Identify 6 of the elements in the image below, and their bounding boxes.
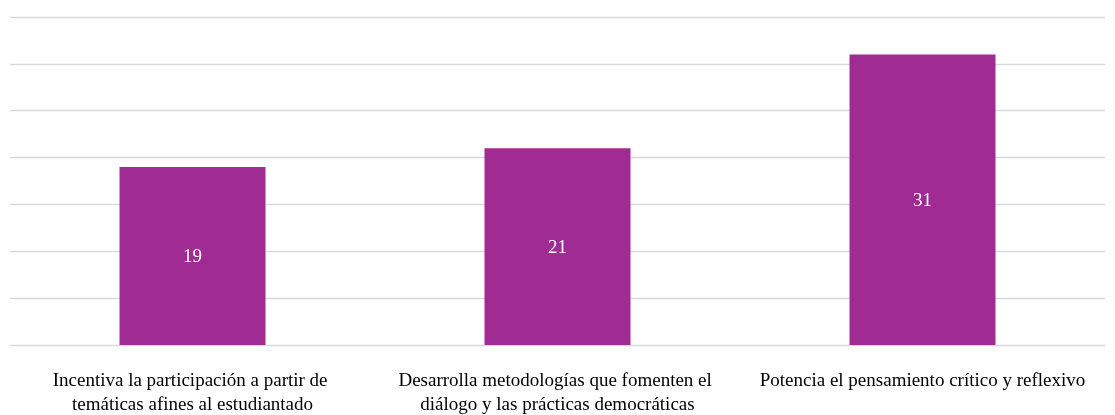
- data-label: 19: [183, 245, 202, 267]
- data-label: 31: [913, 189, 932, 211]
- x-tick-label: Potencia el pensamiento crítico y reflexivo: [759, 368, 1086, 390]
- x-tick-label: Incentiva la participación a partir de temáticas afines al estudiantado: [52, 368, 333, 414]
- x-tick-label: Desarrolla metodologías que fomenten el diálogo y las prácticas democráticas: [398, 368, 717, 414]
- data-label: 21: [548, 236, 567, 258]
